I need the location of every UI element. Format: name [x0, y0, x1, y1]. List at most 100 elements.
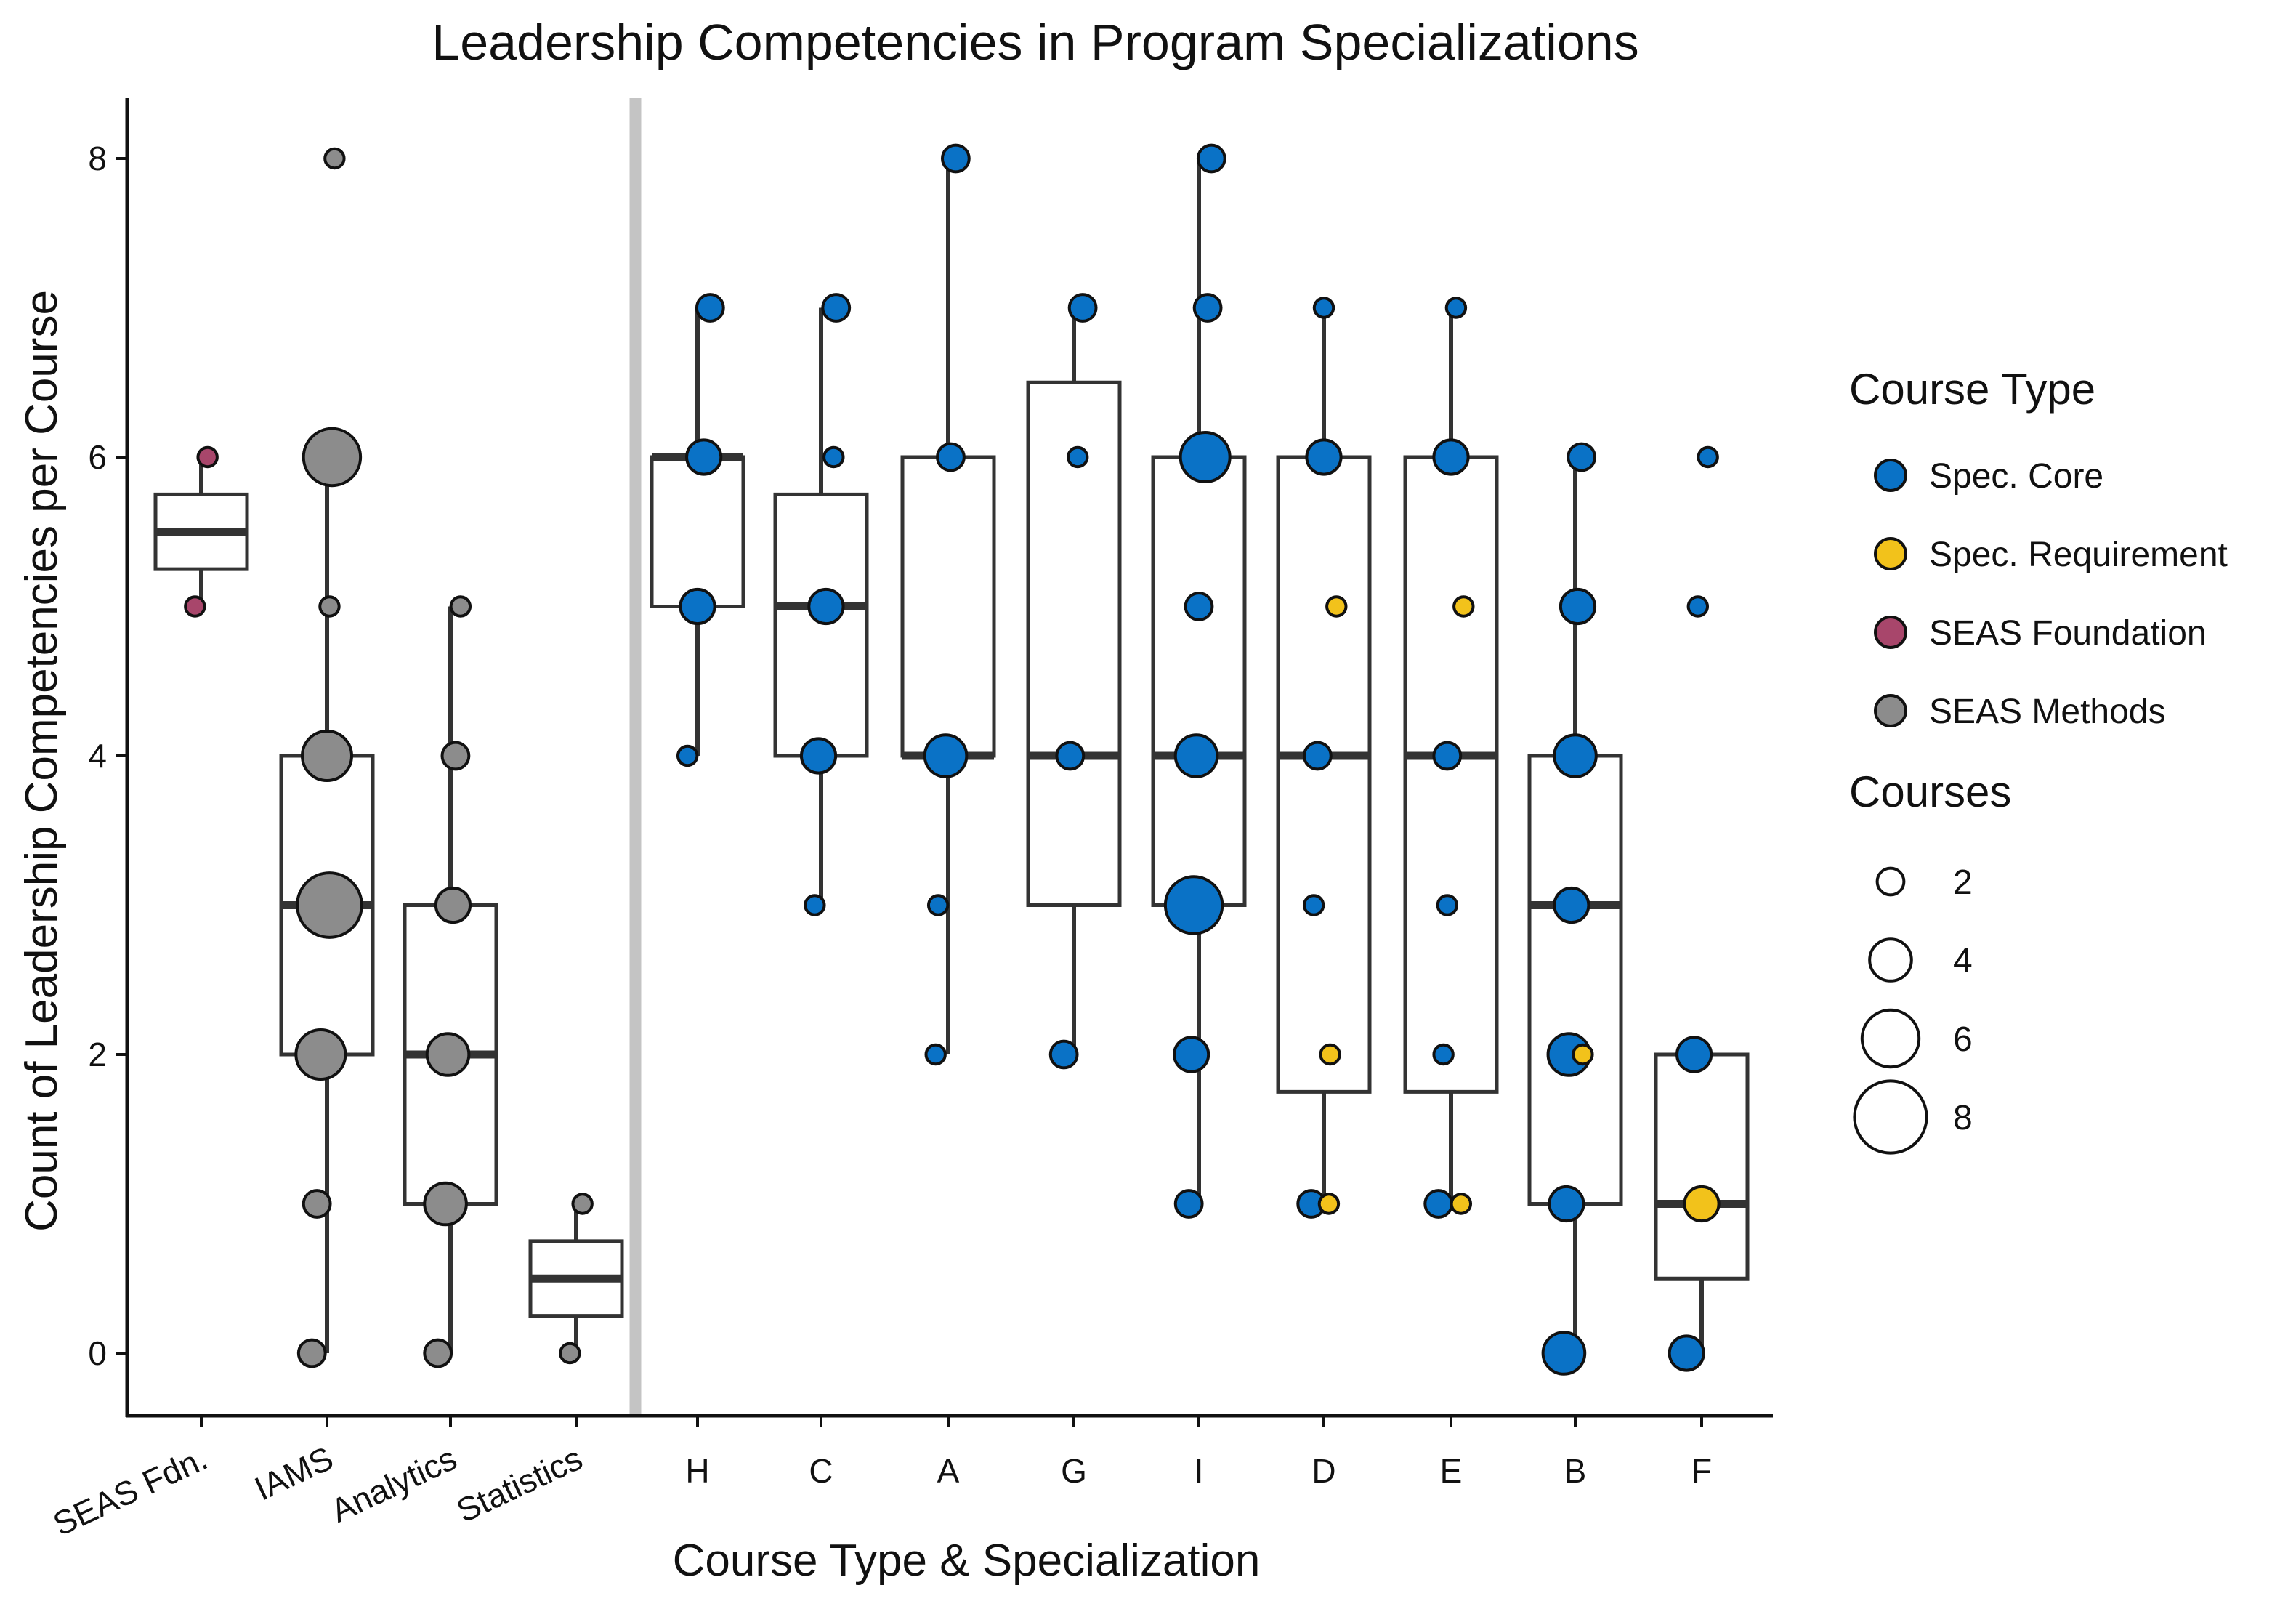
y-tick-label: 6 — [88, 438, 107, 476]
data-point-b — [1567, 442, 1597, 472]
x-tick-label-seas-fdn: SEAS Fdn. — [47, 1439, 213, 1543]
data-point-iams — [323, 147, 346, 170]
box-iqr — [900, 455, 996, 758]
data-point-iams — [296, 1338, 327, 1368]
x-tick-label-d: D — [1311, 1452, 1335, 1490]
data-point-i — [1179, 431, 1232, 483]
legend-size-label-4: 4 — [1953, 942, 1973, 980]
data-point-g — [1067, 293, 1098, 323]
legend-size-8 — [1853, 1079, 1928, 1155]
box-iqr — [1654, 1052, 1750, 1281]
boxplot-seas-fdn — [153, 457, 249, 607]
y-tick-label: 2 — [88, 1036, 107, 1073]
data-point-b — [1559, 587, 1597, 626]
boxplot-c — [773, 307, 869, 906]
data-point-iams — [296, 871, 363, 939]
data-point-iams — [294, 1028, 347, 1081]
data-point-d — [1302, 741, 1333, 771]
data-point-i — [1173, 1036, 1210, 1073]
legend-size-label-6: 6 — [1953, 1020, 1973, 1059]
boxplot-a — [900, 158, 996, 1054]
chart-title: Leadership Competencies in Program Speci… — [432, 14, 1638, 70]
boxplot-b — [1527, 457, 1623, 1353]
data-point-c — [821, 293, 852, 323]
box-iqr — [1403, 455, 1499, 1094]
data-point-c — [822, 445, 845, 469]
data-point-b — [1548, 1185, 1585, 1223]
boxplot-statistics — [528, 1203, 624, 1353]
data-point-g — [1066, 445, 1089, 469]
data-point-e — [1432, 741, 1463, 771]
legend-size-title: Courses — [1849, 767, 2011, 816]
data-point-i — [1163, 875, 1224, 935]
data-point-e — [1444, 297, 1468, 319]
boxplot-i — [1151, 158, 1247, 1204]
data-point-b — [1541, 1331, 1587, 1376]
data-point-e — [1432, 1043, 1455, 1066]
legend-color-title: Course Type — [1849, 365, 2095, 414]
data-point-b — [1553, 886, 1590, 924]
data-point-d — [1302, 894, 1325, 916]
data-point-d — [1317, 1193, 1341, 1215]
data-point-analytics — [440, 741, 471, 771]
data-point-iams — [318, 595, 341, 618]
data-point-g — [1048, 1039, 1079, 1070]
x-tick-label-c: C — [809, 1452, 833, 1490]
data-point-seas-fdn — [196, 445, 219, 469]
box-iqr — [650, 455, 745, 608]
legend-size-2 — [1875, 866, 1906, 897]
data-point-analytics — [434, 886, 472, 924]
data-point-f — [1683, 1185, 1721, 1223]
data-point-statistics — [559, 1342, 581, 1365]
legend-swatch-spec-requirement — [1874, 537, 1907, 570]
x-tick-label-analytics: Analytics — [325, 1439, 462, 1530]
data-point-f — [1668, 1334, 1705, 1372]
data-point-a — [936, 442, 966, 472]
x-tick-label-statistics: Statistics — [450, 1439, 588, 1530]
x-tick-label-g: G — [1061, 1452, 1087, 1490]
data-point-h — [676, 744, 699, 767]
data-point-h — [685, 438, 723, 476]
boxplot-analytics — [403, 606, 498, 1353]
data-point-b — [1553, 733, 1598, 778]
data-point-e — [1436, 894, 1459, 916]
legend-label-spec-core: Spec. Core — [1929, 457, 2103, 496]
data-point-c — [804, 894, 826, 916]
y-tick-label: 4 — [88, 737, 107, 775]
x-tick-label-h: H — [685, 1452, 709, 1490]
data-point-d — [1305, 438, 1343, 476]
data-point-i — [1173, 1189, 1204, 1219]
data-point-f — [1675, 1036, 1713, 1073]
legend-label-spec-requirement: Spec. Requirement — [1929, 536, 2228, 574]
legend-size-label-2: 2 — [1953, 863, 1973, 902]
data-point-statistics — [571, 1193, 594, 1215]
legend-swatch-spec-core — [1874, 459, 1907, 492]
data-point-h — [695, 293, 725, 323]
boxplot-f — [1654, 1052, 1750, 1353]
data-point-a — [926, 894, 950, 916]
data-point-a — [923, 733, 969, 778]
data-point-analytics — [449, 595, 472, 618]
data-point-d — [1312, 297, 1335, 319]
x-tick-label-f: F — [1691, 1452, 1712, 1490]
x-tick-label-b: B — [1564, 1452, 1587, 1490]
x-tick-label-a: A — [937, 1452, 960, 1490]
data-point-e — [1452, 595, 1475, 618]
y-tick-label: 0 — [88, 1334, 107, 1372]
legend-size-6 — [1860, 1008, 1921, 1069]
boxplot-g — [1026, 307, 1122, 1054]
data-point-c — [807, 587, 845, 626]
legend-size-4 — [1868, 937, 1913, 983]
data-point-iams — [301, 730, 353, 782]
data-point-analytics — [425, 1032, 471, 1077]
x-tick-label-i: I — [1195, 1452, 1204, 1490]
data-point-f — [1697, 445, 1719, 469]
data-point-iams — [302, 1189, 332, 1219]
data-point-i — [1173, 733, 1219, 778]
data-point-a — [924, 1043, 947, 1066]
legend-label-seas-methods: SEAS Methods — [1929, 693, 2166, 731]
legend-swatch-seas-methods — [1874, 694, 1907, 727]
plot-area — [153, 98, 1750, 1416]
y-tick-label: 8 — [88, 140, 107, 177]
data-point-g — [1055, 741, 1086, 771]
